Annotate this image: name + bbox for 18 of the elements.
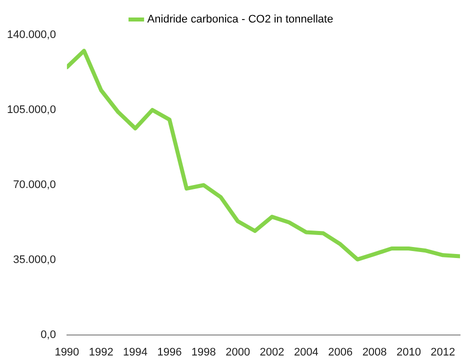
y-tick-label: 70.000,0 [13, 178, 56, 191]
x-tick-label: 1990 [54, 346, 80, 358]
x-tick-label: 2006 [328, 346, 353, 358]
x-tick-label: 1994 [123, 346, 148, 358]
y-tick-label: 105.000,0 [7, 104, 56, 116]
x-tick-label: 2010 [396, 346, 421, 358]
y-tick-label: 0,0 [40, 328, 56, 341]
legend-label: Anidride carbonica - CO2 in tonnellate [147, 14, 334, 26]
y-tick-label: 140.000,0 [7, 29, 56, 42]
x-tick-label: 1996 [157, 346, 182, 358]
x-tick-label: 2000 [226, 346, 250, 358]
x-tick-label: 2012 [430, 346, 456, 358]
x-tick-label: 2004 [294, 346, 318, 358]
x-tick-label: 2008 [362, 346, 387, 358]
x-tick-label: 2002 [260, 346, 284, 358]
x-tick-label: 1998 [191, 346, 216, 358]
x-tick-label: 1992 [88, 346, 114, 358]
y-tick-label: 35.000,0 [13, 254, 56, 266]
